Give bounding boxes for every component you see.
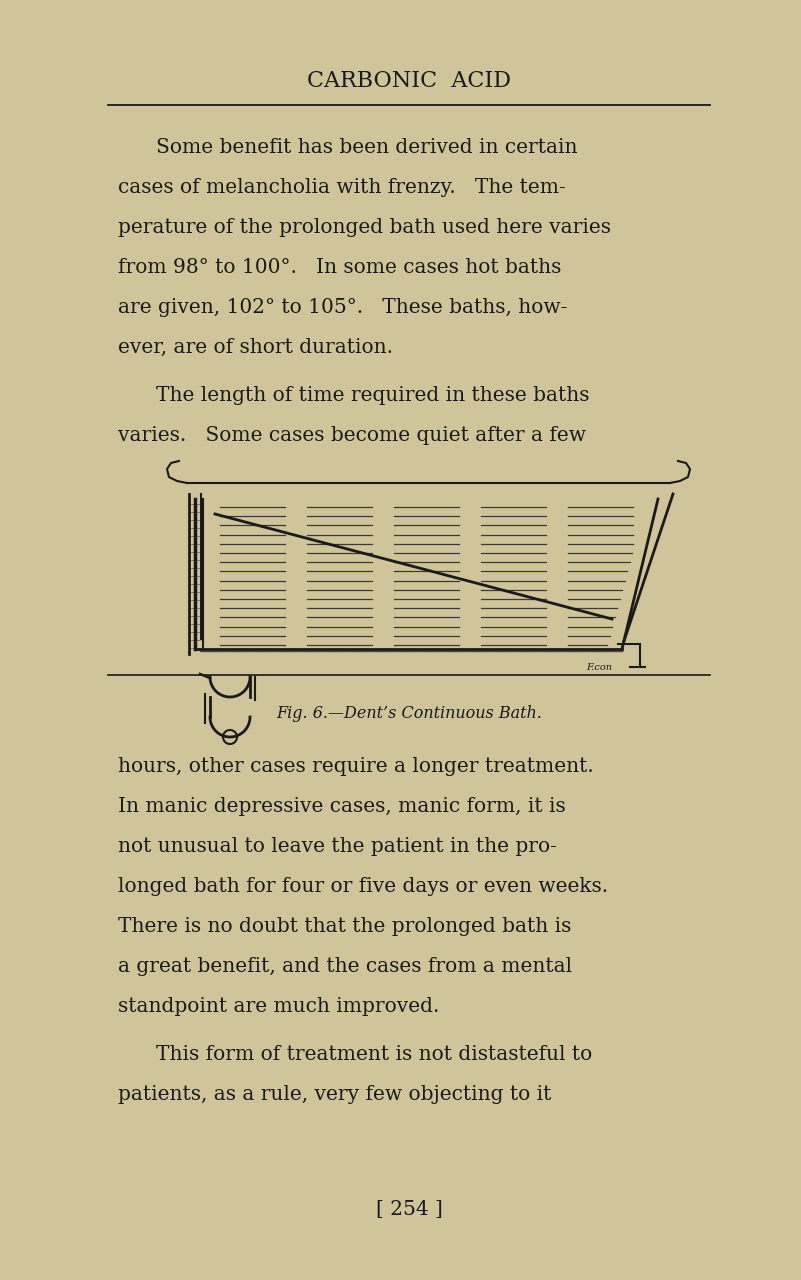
- Text: perature of the prolonged bath used here varies: perature of the prolonged bath used here…: [118, 218, 611, 237]
- Text: ever, are of short duration.: ever, are of short duration.: [118, 338, 393, 357]
- Text: In manic depressive cases, manic form, it is: In manic depressive cases, manic form, i…: [118, 797, 566, 817]
- Text: This form of treatment is not distasteful to: This form of treatment is not distastefu…: [156, 1044, 592, 1064]
- Text: longed bath for four or five days or even weeks.: longed bath for four or five days or eve…: [118, 877, 608, 896]
- Text: There is no doubt that the prolonged bath is: There is no doubt that the prolonged bat…: [118, 916, 571, 936]
- Text: varies.   Some cases become quiet after a few: varies. Some cases become quiet after a …: [118, 426, 586, 445]
- Text: from 98° to 100°.   In some cases hot baths: from 98° to 100°. In some cases hot bath…: [118, 259, 562, 276]
- Text: standpoint are much improved.: standpoint are much improved.: [118, 997, 440, 1016]
- Text: F.con: F.con: [586, 663, 612, 672]
- Text: hours, other cases require a longer treatment.: hours, other cases require a longer trea…: [118, 756, 594, 776]
- Text: CARBONIC  ACID: CARBONIC ACID: [307, 70, 511, 92]
- Text: patients, as a rule, very few objecting to it: patients, as a rule, very few objecting …: [118, 1085, 551, 1103]
- Text: not unusual to leave the patient in the pro-: not unusual to leave the patient in the …: [118, 837, 557, 856]
- Text: Some benefit has been derived in certain: Some benefit has been derived in certain: [156, 138, 578, 157]
- Text: are given, 102° to 105°.   These baths, how-: are given, 102° to 105°. These baths, ho…: [118, 298, 567, 317]
- Text: a great benefit, and the cases from a mental: a great benefit, and the cases from a me…: [118, 957, 572, 975]
- Text: The length of time required in these baths: The length of time required in these bat…: [156, 387, 590, 404]
- Text: [ 254 ]: [ 254 ]: [376, 1201, 442, 1219]
- Text: cases of melancholia with frenzy.   The tem-: cases of melancholia with frenzy. The te…: [118, 178, 566, 197]
- Text: Fig. 6.—Dent’s Continuous Bath.: Fig. 6.—Dent’s Continuous Bath.: [276, 705, 542, 722]
